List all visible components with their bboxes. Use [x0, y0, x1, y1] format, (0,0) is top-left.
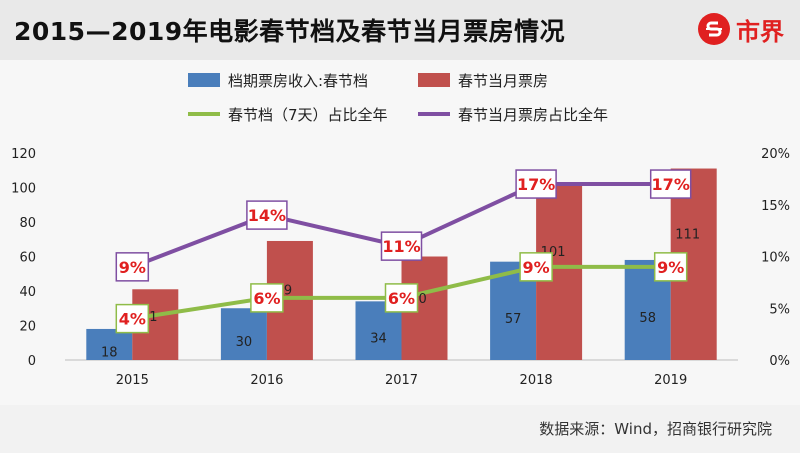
legend-swatch [188, 73, 220, 87]
pct-label: 9% [119, 258, 146, 277]
s-logo-icon [698, 13, 730, 45]
logo-text: 市界 [736, 17, 784, 46]
pct-label-box [115, 303, 150, 334]
pct-label: 14% [248, 206, 286, 225]
bar-value-label: 18 [101, 345, 118, 360]
y-left-tick-label: 20 [19, 320, 36, 335]
x-tick-label: 2017 [385, 373, 418, 388]
pct-label-box [250, 283, 284, 313]
y-left-tick-label: 120 [11, 147, 36, 162]
y-left-tick-label: 80 [19, 216, 36, 231]
legend-label: 春节当月票房占比全年 [458, 106, 608, 124]
x-tick-label: 2015 [116, 373, 149, 388]
pct-label-box [515, 169, 557, 199]
legend-swatch [418, 73, 450, 87]
pct-label-box [246, 200, 288, 230]
x-tick-label: 2018 [520, 373, 553, 388]
pct-label: 11% [382, 237, 420, 256]
pct-label: 9% [523, 258, 550, 277]
legend-label: 春节当月票房 [458, 72, 548, 90]
bars [86, 168, 717, 360]
y-left-tick-label: 60 [19, 251, 36, 266]
chart-area: 档期票房收入:春节档 春节当月票房春节档（7天）占比全年 春节当月票房占比全年 0 2… [0, 60, 800, 405]
source-note: 数据来源：Wind，招商银行研究院 [539, 420, 772, 438]
pct-label-box [380, 231, 423, 261]
y-right-tick-label: 0% [769, 354, 790, 369]
pct-label-box [519, 252, 553, 282]
legend-label: 档期票房收入:春节档 [228, 72, 368, 90]
logo: 市界 [698, 12, 784, 46]
pct-label: 4% [119, 310, 146, 329]
pct-label-box [115, 252, 150, 282]
x-tick-label: 2019 [654, 373, 687, 388]
bar-value-label: 30 [236, 335, 253, 350]
bar-value-label: 58 [639, 311, 656, 326]
y-left-tick-label: 100 [11, 182, 36, 197]
footer: 数据来源：Wind，招商银行研究院 [0, 405, 800, 453]
pct-label: 9% [657, 258, 684, 277]
bar-spring-festival [86, 328, 133, 360]
bar-spring-festival [220, 308, 267, 360]
pct-label: 17% [652, 175, 690, 194]
header: 2015—2019年电影春节档及春节当月票房情况 市界 [0, 0, 800, 60]
y-right-tick-label: 20% [761, 147, 790, 162]
pct-label: 6% [388, 289, 415, 308]
bar-value-label: 34 [370, 332, 387, 347]
y-right-tick-label: 10% [761, 251, 790, 266]
page-title: 2015—2019年电影春节档及春节当月票房情况 [14, 17, 566, 46]
bar-value-label: 57 [505, 312, 522, 327]
pct-label: 6% [253, 289, 280, 308]
pct-label: 17% [517, 175, 555, 194]
bar-value-label: 111 [675, 228, 700, 243]
pct-label-box [384, 283, 419, 313]
y-left-tick-label: 40 [19, 285, 36, 300]
pct-label-box [653, 252, 688, 282]
x-tick-label: 2016 [250, 373, 283, 388]
y-right-tick-label: 15% [761, 199, 790, 214]
y-right-tick-label: 5% [769, 302, 790, 317]
pct-label-box [649, 169, 692, 199]
y-left-tick-label: 0 [28, 354, 36, 369]
legend-label: 春节档（7天）占比全年 [228, 106, 388, 124]
